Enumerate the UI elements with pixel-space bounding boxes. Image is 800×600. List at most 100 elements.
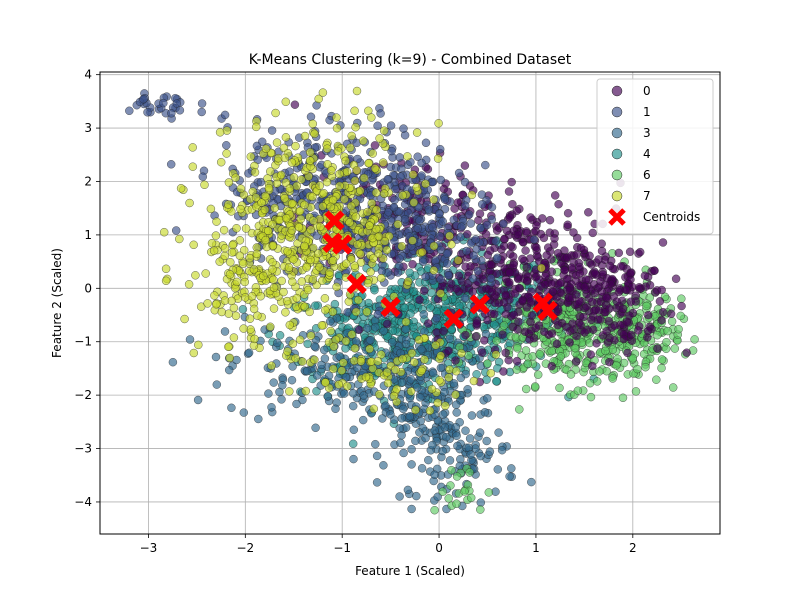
data-point-cluster-0 (671, 274, 681, 284)
data-point-cluster-7 (309, 216, 318, 225)
data-point-cluster-3 (424, 455, 433, 465)
data-point-cluster-3 (212, 380, 222, 389)
data-point-cluster-0 (354, 325, 364, 335)
data-point-cluster-7 (306, 225, 316, 234)
data-point-cluster-3 (264, 389, 273, 398)
data-point-cluster-7 (429, 195, 438, 204)
data-point-cluster-3 (395, 492, 404, 501)
data-point-cluster-0 (588, 361, 597, 371)
data-point-cluster-3 (395, 424, 404, 433)
data-point-cluster-3 (401, 339, 411, 349)
data-point-cluster-0 (538, 214, 547, 223)
data-point-cluster-7 (352, 166, 361, 175)
data-point-cluster-7 (212, 217, 221, 226)
data-point-cluster-7 (435, 376, 444, 385)
data-point-cluster-0 (584, 208, 593, 217)
data-point-cluster-0 (594, 306, 604, 315)
data-point-cluster-0 (580, 282, 590, 292)
data-point-cluster-7 (366, 267, 375, 277)
legend-marker-6 (611, 169, 623, 181)
data-point-cluster-0 (508, 199, 517, 209)
data-point-cluster-7 (370, 164, 380, 173)
legend-label-4: 4 (643, 147, 651, 161)
data-point-cluster-0 (650, 266, 659, 275)
data-point-cluster-0 (439, 326, 448, 336)
data-point-cluster-7 (326, 202, 335, 212)
data-point-cluster-7 (203, 299, 212, 308)
data-point-cluster-3 (485, 447, 495, 456)
data-point-cluster-7 (326, 326, 335, 336)
data-point-cluster-7 (282, 296, 292, 306)
data-point-cluster-0 (529, 333, 539, 343)
legend-label-6: 6 (643, 168, 651, 182)
data-point-cluster-7 (288, 199, 297, 208)
data-point-cluster-3 (224, 365, 234, 375)
data-point-cluster-7 (353, 240, 362, 249)
data-point-cluster-7 (318, 202, 328, 211)
data-point-cluster-7 (238, 259, 248, 268)
data-point-cluster-7 (281, 308, 290, 317)
data-point-cluster-1 (159, 98, 168, 108)
data-point-cluster-0 (623, 348, 632, 358)
data-point-cluster-7 (283, 247, 292, 256)
data-point-cluster-6 (535, 350, 544, 359)
data-point-cluster-3 (401, 325, 410, 334)
data-point-cluster-0 (644, 310, 653, 320)
data-point-cluster-7 (294, 223, 304, 232)
data-point-cluster-1 (139, 94, 148, 104)
x-tick-label: 0 (435, 541, 443, 555)
data-point-cluster-0 (545, 215, 555, 225)
data-point-cluster-0 (596, 315, 605, 324)
data-point-cluster-7 (367, 113, 376, 122)
data-point-cluster-0 (591, 269, 600, 279)
data-point-cluster-3 (482, 436, 491, 446)
data-point-cluster-7 (308, 275, 318, 284)
data-point-cluster-3 (436, 363, 446, 373)
data-point-cluster-7 (335, 169, 344, 179)
data-point-cluster-7 (302, 263, 311, 272)
data-point-cluster-7 (303, 285, 313, 295)
x-tick-label: 2 (629, 541, 637, 555)
data-point-cluster-0 (572, 250, 581, 259)
data-point-cluster-0 (552, 339, 562, 349)
data-point-cluster-6 (677, 294, 686, 303)
data-point-cluster-6 (633, 364, 642, 374)
data-point-cluster-3 (451, 400, 461, 410)
data-point-cluster-7 (382, 245, 392, 255)
data-point-cluster-7 (352, 86, 362, 96)
data-point-cluster-7 (289, 255, 298, 264)
data-point-cluster-1 (473, 266, 483, 276)
data-point-cluster-7 (224, 342, 233, 352)
data-point-cluster-7 (335, 181, 344, 191)
data-point-cluster-7 (372, 205, 381, 215)
data-point-cluster-0 (602, 293, 611, 302)
data-point-cluster-7 (200, 180, 209, 190)
data-point-cluster-0 (605, 304, 614, 313)
data-point-cluster-6 (676, 311, 685, 321)
data-point-cluster-0 (677, 301, 686, 311)
data-point-cluster-7 (285, 184, 295, 193)
data-point-cluster-7 (429, 266, 439, 275)
data-point-cluster-7 (280, 153, 290, 163)
data-point-cluster-0 (625, 247, 635, 257)
data-point-cluster-4 (370, 285, 379, 295)
data-point-cluster-0 (504, 355, 513, 365)
data-point-cluster-3 (407, 504, 416, 514)
data-point-cluster-4 (388, 326, 398, 336)
data-point-cluster-0 (560, 265, 569, 275)
data-point-cluster-7 (332, 113, 341, 122)
data-point-cluster-0 (513, 325, 522, 334)
data-point-cluster-3 (331, 404, 340, 414)
data-point-cluster-7 (228, 240, 238, 250)
data-point-cluster-7 (225, 270, 235, 279)
data-point-cluster-7 (333, 146, 343, 156)
data-point-cluster-1 (454, 168, 464, 178)
data-point-cluster-7 (313, 249, 323, 258)
data-point-cluster-0 (618, 304, 628, 314)
data-point-cluster-7 (272, 138, 282, 147)
data-point-cluster-7 (418, 247, 427, 257)
data-point-cluster-7 (249, 265, 259, 274)
data-point-cluster-0 (658, 238, 668, 247)
data-point-cluster-6 (533, 370, 543, 379)
data-point-cluster-3 (348, 401, 358, 411)
